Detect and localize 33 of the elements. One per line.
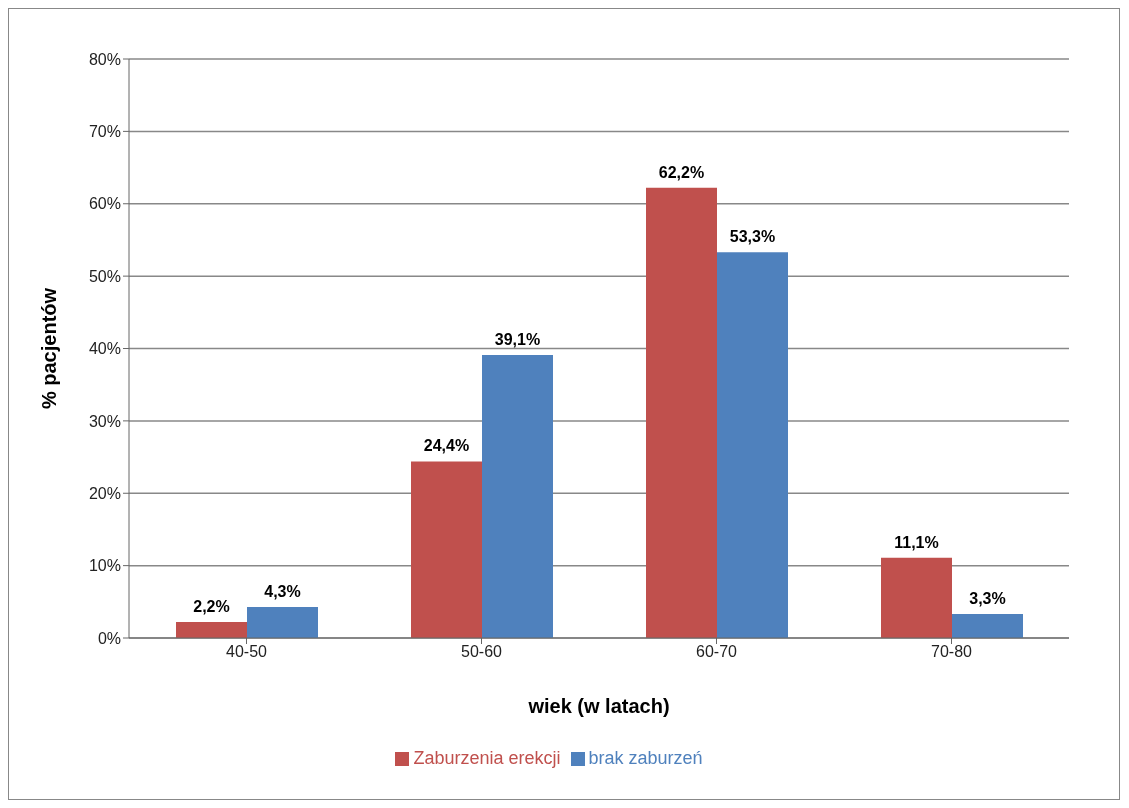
y-tick-label: 30% (88, 412, 121, 430)
data-label: 24,4% (423, 437, 470, 455)
bar (247, 606, 318, 638)
bar (881, 557, 952, 638)
y-tick-label: 70% (88, 123, 121, 141)
bar (717, 252, 788, 638)
x-tick-label: 70-80 (931, 643, 973, 661)
bar (952, 614, 1023, 638)
x-tick-label: 40-50 (226, 643, 268, 661)
data-label: 53,3% (729, 228, 776, 246)
y-tick-label: 10% (88, 557, 121, 575)
bar (176, 622, 247, 638)
y-axis-title: % pacjentów (38, 287, 61, 410)
legend-label: brak zaburzeń (588, 748, 703, 768)
y-tick-label: 50% (88, 267, 121, 285)
bar (411, 461, 482, 638)
y-tick-label: 60% (88, 195, 121, 213)
y-tick-label: 40% (88, 340, 121, 358)
x-tick-label: 50-60 (461, 643, 503, 661)
y-tick-label: 80% (88, 50, 121, 68)
data-label: 11,1% (894, 533, 939, 551)
y-tick-label: 0% (97, 629, 121, 647)
x-axis-title: wiek (w latach) (527, 695, 670, 717)
data-label: 2,2% (193, 598, 230, 616)
data-label: 4,3% (264, 582, 301, 600)
bar (646, 187, 717, 638)
x-tick-label: 60-70 (696, 643, 738, 661)
y-tick-label: 20% (88, 484, 121, 502)
data-label: 39,1% (494, 331, 541, 349)
data-label: 3,3% (969, 590, 1006, 608)
bar (482, 355, 553, 638)
data-label: 62,2% (658, 163, 705, 181)
legend-label: Zaburzenia erekcji (413, 748, 561, 768)
